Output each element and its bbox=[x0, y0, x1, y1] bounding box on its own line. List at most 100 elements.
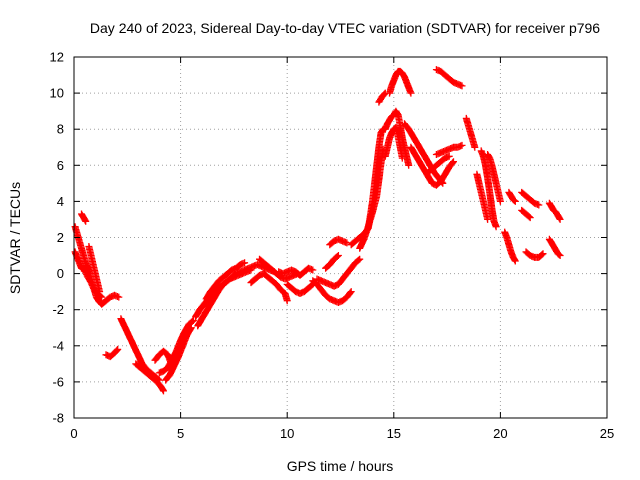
y-tick-label: 8 bbox=[57, 122, 64, 137]
data-marker-trace bbox=[155, 317, 197, 377]
y-tick-label: -2 bbox=[52, 302, 64, 317]
data-series-arc-6 bbox=[117, 315, 163, 384]
data-points bbox=[71, 66, 564, 395]
y-tick-label: -4 bbox=[52, 338, 64, 353]
data-series-arc-38 bbox=[505, 188, 519, 205]
data-marker-trace bbox=[117, 315, 163, 384]
data-series-arc-29 bbox=[407, 143, 457, 189]
data-series-arc-10 bbox=[162, 324, 195, 384]
data-series-arc-7 bbox=[132, 360, 167, 395]
data-series-arc-25 bbox=[381, 123, 406, 162]
x-tick-label: 10 bbox=[280, 426, 294, 441]
y-tick-label: 4 bbox=[57, 194, 64, 209]
y-tick-label: 0 bbox=[57, 266, 64, 281]
data-marker-trace bbox=[407, 143, 457, 189]
data-marker-trace bbox=[545, 235, 564, 259]
data-series-arc-23 bbox=[356, 145, 387, 252]
data-marker-trace bbox=[322, 252, 342, 272]
data-marker-trace bbox=[309, 277, 355, 306]
data-series-arc-26 bbox=[386, 67, 415, 97]
data-series-arc-3 bbox=[78, 210, 90, 225]
data-marker-trace bbox=[501, 228, 519, 265]
data-marker-trace bbox=[424, 152, 453, 176]
x-axis-label: GPS time / hours bbox=[287, 458, 394, 474]
data-series-arc-20 bbox=[322, 252, 342, 272]
data-series-arc-19 bbox=[313, 255, 364, 290]
y-tick-label: 2 bbox=[57, 230, 64, 245]
data-marker-trace bbox=[162, 324, 195, 384]
data-marker-trace bbox=[381, 123, 406, 162]
data-marker-trace bbox=[78, 210, 90, 225]
data-marker-trace bbox=[102, 345, 122, 361]
data-series-arc-35 bbox=[484, 151, 504, 205]
x-tick-label: 15 bbox=[387, 426, 401, 441]
data-series-arc-2 bbox=[71, 248, 106, 301]
data-marker-trace bbox=[71, 248, 106, 301]
data-series-arc-9 bbox=[155, 317, 197, 377]
data-marker-trace bbox=[505, 188, 519, 205]
y-tick-label: 10 bbox=[50, 86, 64, 101]
data-marker-trace bbox=[132, 360, 167, 395]
data-series-arc-34 bbox=[477, 147, 500, 231]
data-marker-trace bbox=[375, 89, 389, 106]
data-series-arc-37 bbox=[501, 228, 519, 265]
y-tick-label: -8 bbox=[52, 411, 64, 426]
data-marker-trace bbox=[356, 145, 387, 252]
data-series-arc-5 bbox=[102, 345, 122, 361]
ticks: 0 5 10 15 20 25 -8 -6 -4 -2 0 2 4 6 8 10 12 bbox=[50, 50, 615, 442]
data-marker-trace bbox=[484, 151, 504, 205]
data-marker-trace bbox=[462, 114, 479, 151]
data-series-arc-41 bbox=[522, 248, 547, 261]
y-tick-label: 12 bbox=[50, 50, 64, 65]
data-marker-trace bbox=[275, 264, 317, 279]
data-marker-trace bbox=[256, 255, 302, 283]
grid bbox=[74, 57, 607, 418]
data-series-arc-17 bbox=[283, 280, 317, 297]
data-series-arc-16 bbox=[275, 264, 317, 279]
data-series-arc-33 bbox=[462, 114, 479, 151]
data-series-arc-24 bbox=[381, 107, 413, 169]
data-series-arc-14 bbox=[247, 270, 291, 305]
data-series-arc-12 bbox=[194, 261, 278, 330]
data-marker-trace bbox=[194, 261, 278, 330]
y-tick-label: -6 bbox=[52, 374, 64, 389]
data-marker-trace bbox=[326, 235, 351, 249]
y-axis-label: SDTVAR / TECUs bbox=[7, 182, 23, 294]
data-series-arc-18 bbox=[309, 277, 355, 306]
data-series-arc-15 bbox=[256, 255, 302, 283]
data-marker-trace bbox=[386, 67, 415, 97]
data-series-arc-42 bbox=[545, 235, 564, 259]
data-marker-trace bbox=[381, 107, 413, 169]
data-marker-trace bbox=[202, 259, 249, 303]
x-tick-label: 20 bbox=[493, 426, 507, 441]
data-marker-trace bbox=[283, 280, 317, 297]
data-series-arc-21 bbox=[326, 235, 351, 249]
data-series-arc-31 bbox=[424, 152, 453, 176]
data-marker-trace bbox=[473, 170, 492, 223]
data-marker-trace bbox=[518, 206, 534, 222]
data-series-arc-36 bbox=[473, 170, 492, 223]
data-series-arc-4 bbox=[85, 243, 104, 296]
plot-frame bbox=[73, 56, 608, 419]
x-tick-label: 0 bbox=[70, 426, 77, 441]
chart-title: Day 240 of 2023, Sidereal Day-to-day VTE… bbox=[90, 20, 600, 36]
data-marker-trace bbox=[477, 147, 500, 231]
data-series-arc-32 bbox=[432, 66, 466, 90]
y-tick-label: 6 bbox=[57, 158, 64, 173]
data-series-arc-39 bbox=[518, 188, 543, 209]
data-marker-trace bbox=[518, 188, 543, 209]
data-series-arc-30 bbox=[432, 141, 466, 158]
data-marker-trace bbox=[85, 243, 104, 296]
data-series-arc-27 bbox=[375, 89, 389, 106]
data-marker-trace bbox=[545, 199, 564, 223]
data-series-arc-13 bbox=[202, 259, 249, 303]
data-marker-trace bbox=[432, 66, 466, 90]
data-series-arc-40 bbox=[518, 206, 534, 222]
x-tick-label: 5 bbox=[177, 426, 184, 441]
x-tick-label: 25 bbox=[600, 426, 614, 441]
data-marker-trace bbox=[522, 248, 547, 261]
data-marker-trace bbox=[432, 141, 466, 158]
data-marker-trace bbox=[247, 270, 291, 305]
data-marker-trace bbox=[313, 255, 364, 290]
